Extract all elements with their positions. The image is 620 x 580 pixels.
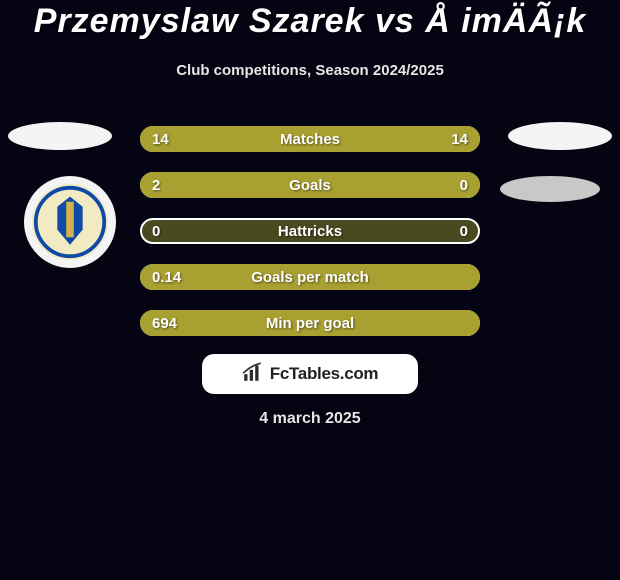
club-badge-left	[24, 176, 116, 268]
stat-value-left: 0.14	[152, 264, 181, 290]
stat-label: Matches	[140, 126, 480, 152]
club-badge-inner	[32, 184, 108, 260]
vs-word: vs	[375, 2, 415, 40]
oval-right-2	[500, 176, 600, 202]
stat-label: Hattricks	[140, 218, 480, 244]
stat-row: Goals2 0	[140, 172, 480, 198]
oval-left-1	[8, 122, 112, 150]
stat-label: Goals	[140, 172, 480, 198]
page-title: Przemyslaw Szarek vs Å imÄÃ¡k	[0, 2, 620, 41]
stat-value-left: 0	[152, 218, 160, 244]
player-right-name: Å imÄÃ¡k	[425, 2, 586, 40]
stat-value-left: 694	[152, 310, 177, 336]
stat-value-right: 0	[460, 172, 468, 198]
stat-row: Hattricks0 0	[140, 218, 480, 244]
oval-right-1	[508, 122, 612, 150]
stat-row: Goals per match0.14	[140, 264, 480, 290]
logo-text: FcTables.com	[270, 364, 379, 384]
stat-row: Matches14 14	[140, 126, 480, 152]
logo-box[interactable]: FcTables.com	[202, 354, 418, 394]
page-root: Przemyslaw Szarek vs Å imÄÃ¡k Club compe…	[0, 0, 620, 580]
stat-value-right: 0	[460, 218, 468, 244]
stat-value-right: 14	[451, 126, 468, 152]
stat-value-left: 2	[152, 172, 160, 198]
stat-value-left: 14	[152, 126, 169, 152]
date-line: 4 march 2025	[0, 410, 620, 428]
subtitle: Club competitions, Season 2024/2025	[0, 62, 620, 79]
player-left-name: Przemyslaw Szarek	[34, 2, 365, 40]
stat-label: Goals per match	[140, 264, 480, 290]
club-crest-icon	[32, 184, 108, 260]
stat-label: Min per goal	[140, 310, 480, 336]
chart-icon	[242, 361, 264, 388]
stat-row: Min per goal694	[140, 310, 480, 336]
